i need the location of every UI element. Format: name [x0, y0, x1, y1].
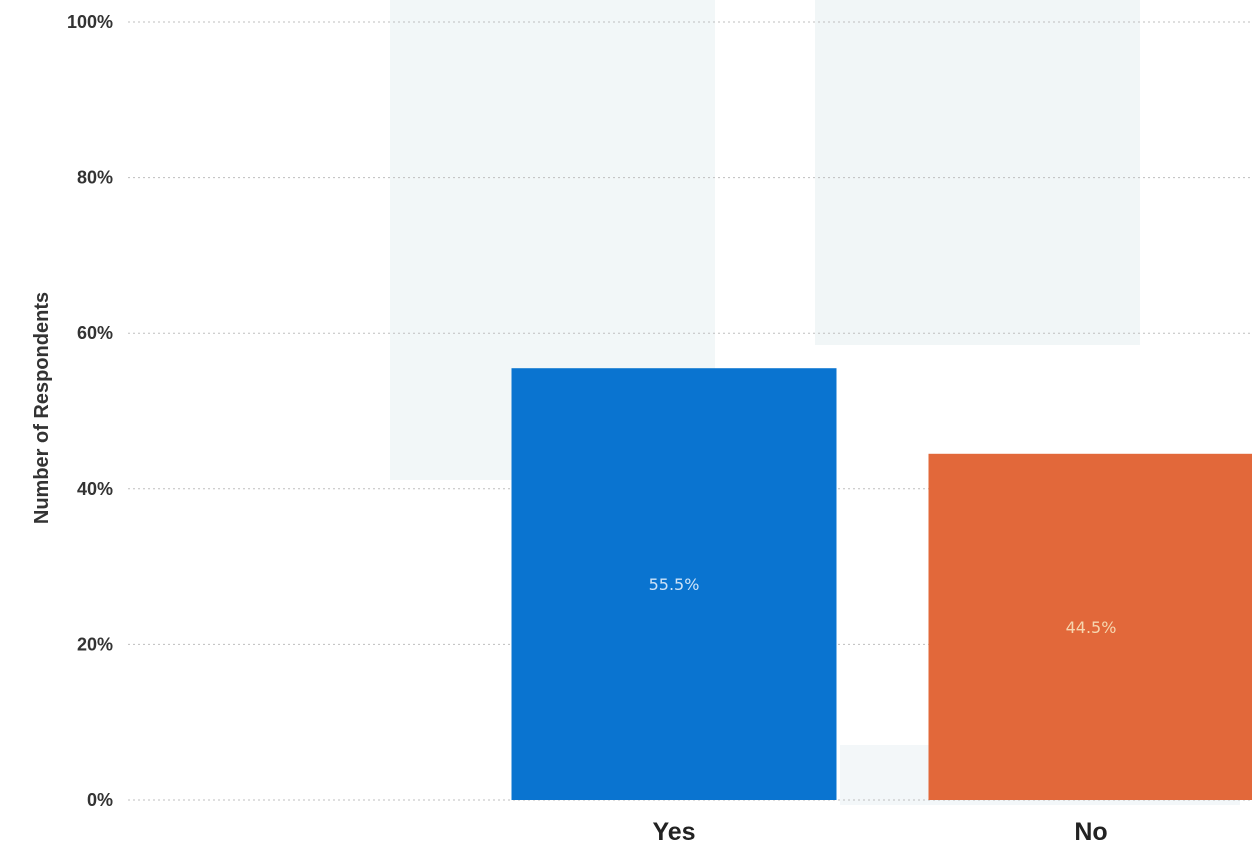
y-tick-label: 0% [87, 790, 113, 810]
data-label-yes: 55.5% [649, 575, 700, 594]
y-axis-title: Number of Respondents [31, 292, 53, 524]
x-category-label-no: No [1074, 818, 1107, 846]
data-label-no: 44.5% [1066, 618, 1117, 637]
y-tick-label: 100% [67, 12, 113, 32]
x-category-label-yes: Yes [652, 818, 695, 846]
y-axis-ticks: 0% 20% 40% 60% 80% 100% [67, 12, 113, 810]
x-axis-categories: Yes No [652, 818, 1107, 846]
y-tick-label: 60% [77, 323, 113, 343]
y-tick-label: 80% [77, 168, 113, 188]
y-tick-label: 40% [77, 479, 113, 499]
y-tick-label: 20% [77, 634, 113, 654]
bars [512, 368, 1252, 800]
